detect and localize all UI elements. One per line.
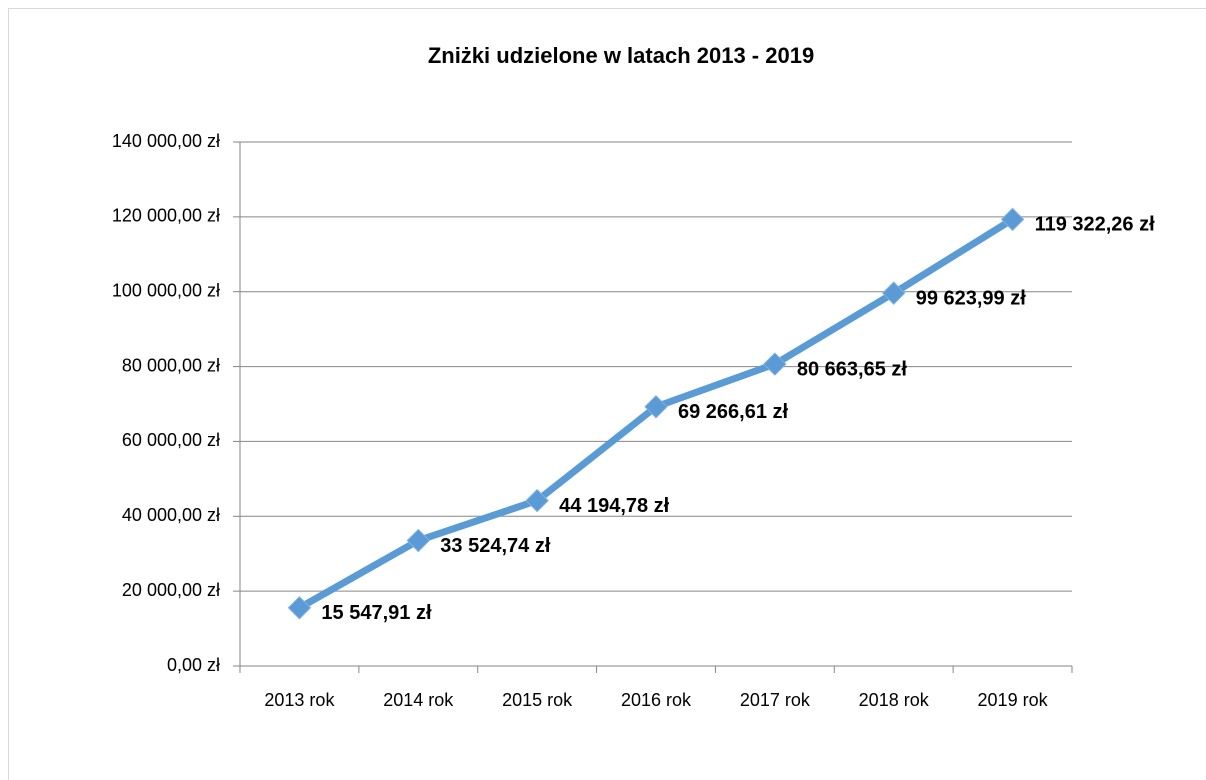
x-tick-label: 2019 rok (978, 690, 1049, 710)
y-tick-label: 80 000,00 zł (122, 355, 220, 375)
marker (644, 395, 668, 419)
y-tick-label: 120 000,00 zł (112, 206, 220, 226)
marker (525, 488, 549, 513)
chart-frame (8, 8, 1206, 780)
x-tick-label: 2015 rok (502, 690, 573, 710)
y-tick-label: 20 000,00 zł (122, 580, 220, 600)
x-tick-label: 2014 rok (383, 690, 454, 710)
y-tick-label: 60 000,00 zł (122, 430, 220, 450)
y-tick-label: 0,00 zł (167, 655, 220, 675)
marker (882, 281, 906, 305)
data-label: 44 194,78 zł (559, 495, 670, 517)
y-tick-label: 140 000,00 zł (112, 131, 220, 151)
data-label: 33 524,74 zł (440, 535, 551, 557)
y-tick-label: 100 000,00 zł (112, 280, 220, 300)
marker (763, 352, 787, 376)
marker (1000, 207, 1025, 232)
data-label: 119 322,26 zł (1035, 214, 1156, 236)
marker (406, 528, 430, 553)
data-label: 99 623,99 zł (916, 287, 1027, 309)
data-label: 80 663,65 zł (797, 358, 908, 380)
x-tick-label: 2018 rok (859, 690, 930, 710)
x-tick-label: 2017 rok (740, 690, 811, 710)
marker (287, 596, 312, 620)
chart-title: Zniżki udzielone w latach 2013 - 2019 (428, 43, 814, 68)
y-tick-label: 40 000,00 zł (122, 505, 220, 525)
x-tick-label: 2016 rok (621, 690, 692, 710)
data-label: 69 266,61 zł (678, 401, 789, 423)
x-tick-label: 2013 rok (264, 690, 335, 710)
data-label: 15 547,91 zł (321, 602, 432, 624)
